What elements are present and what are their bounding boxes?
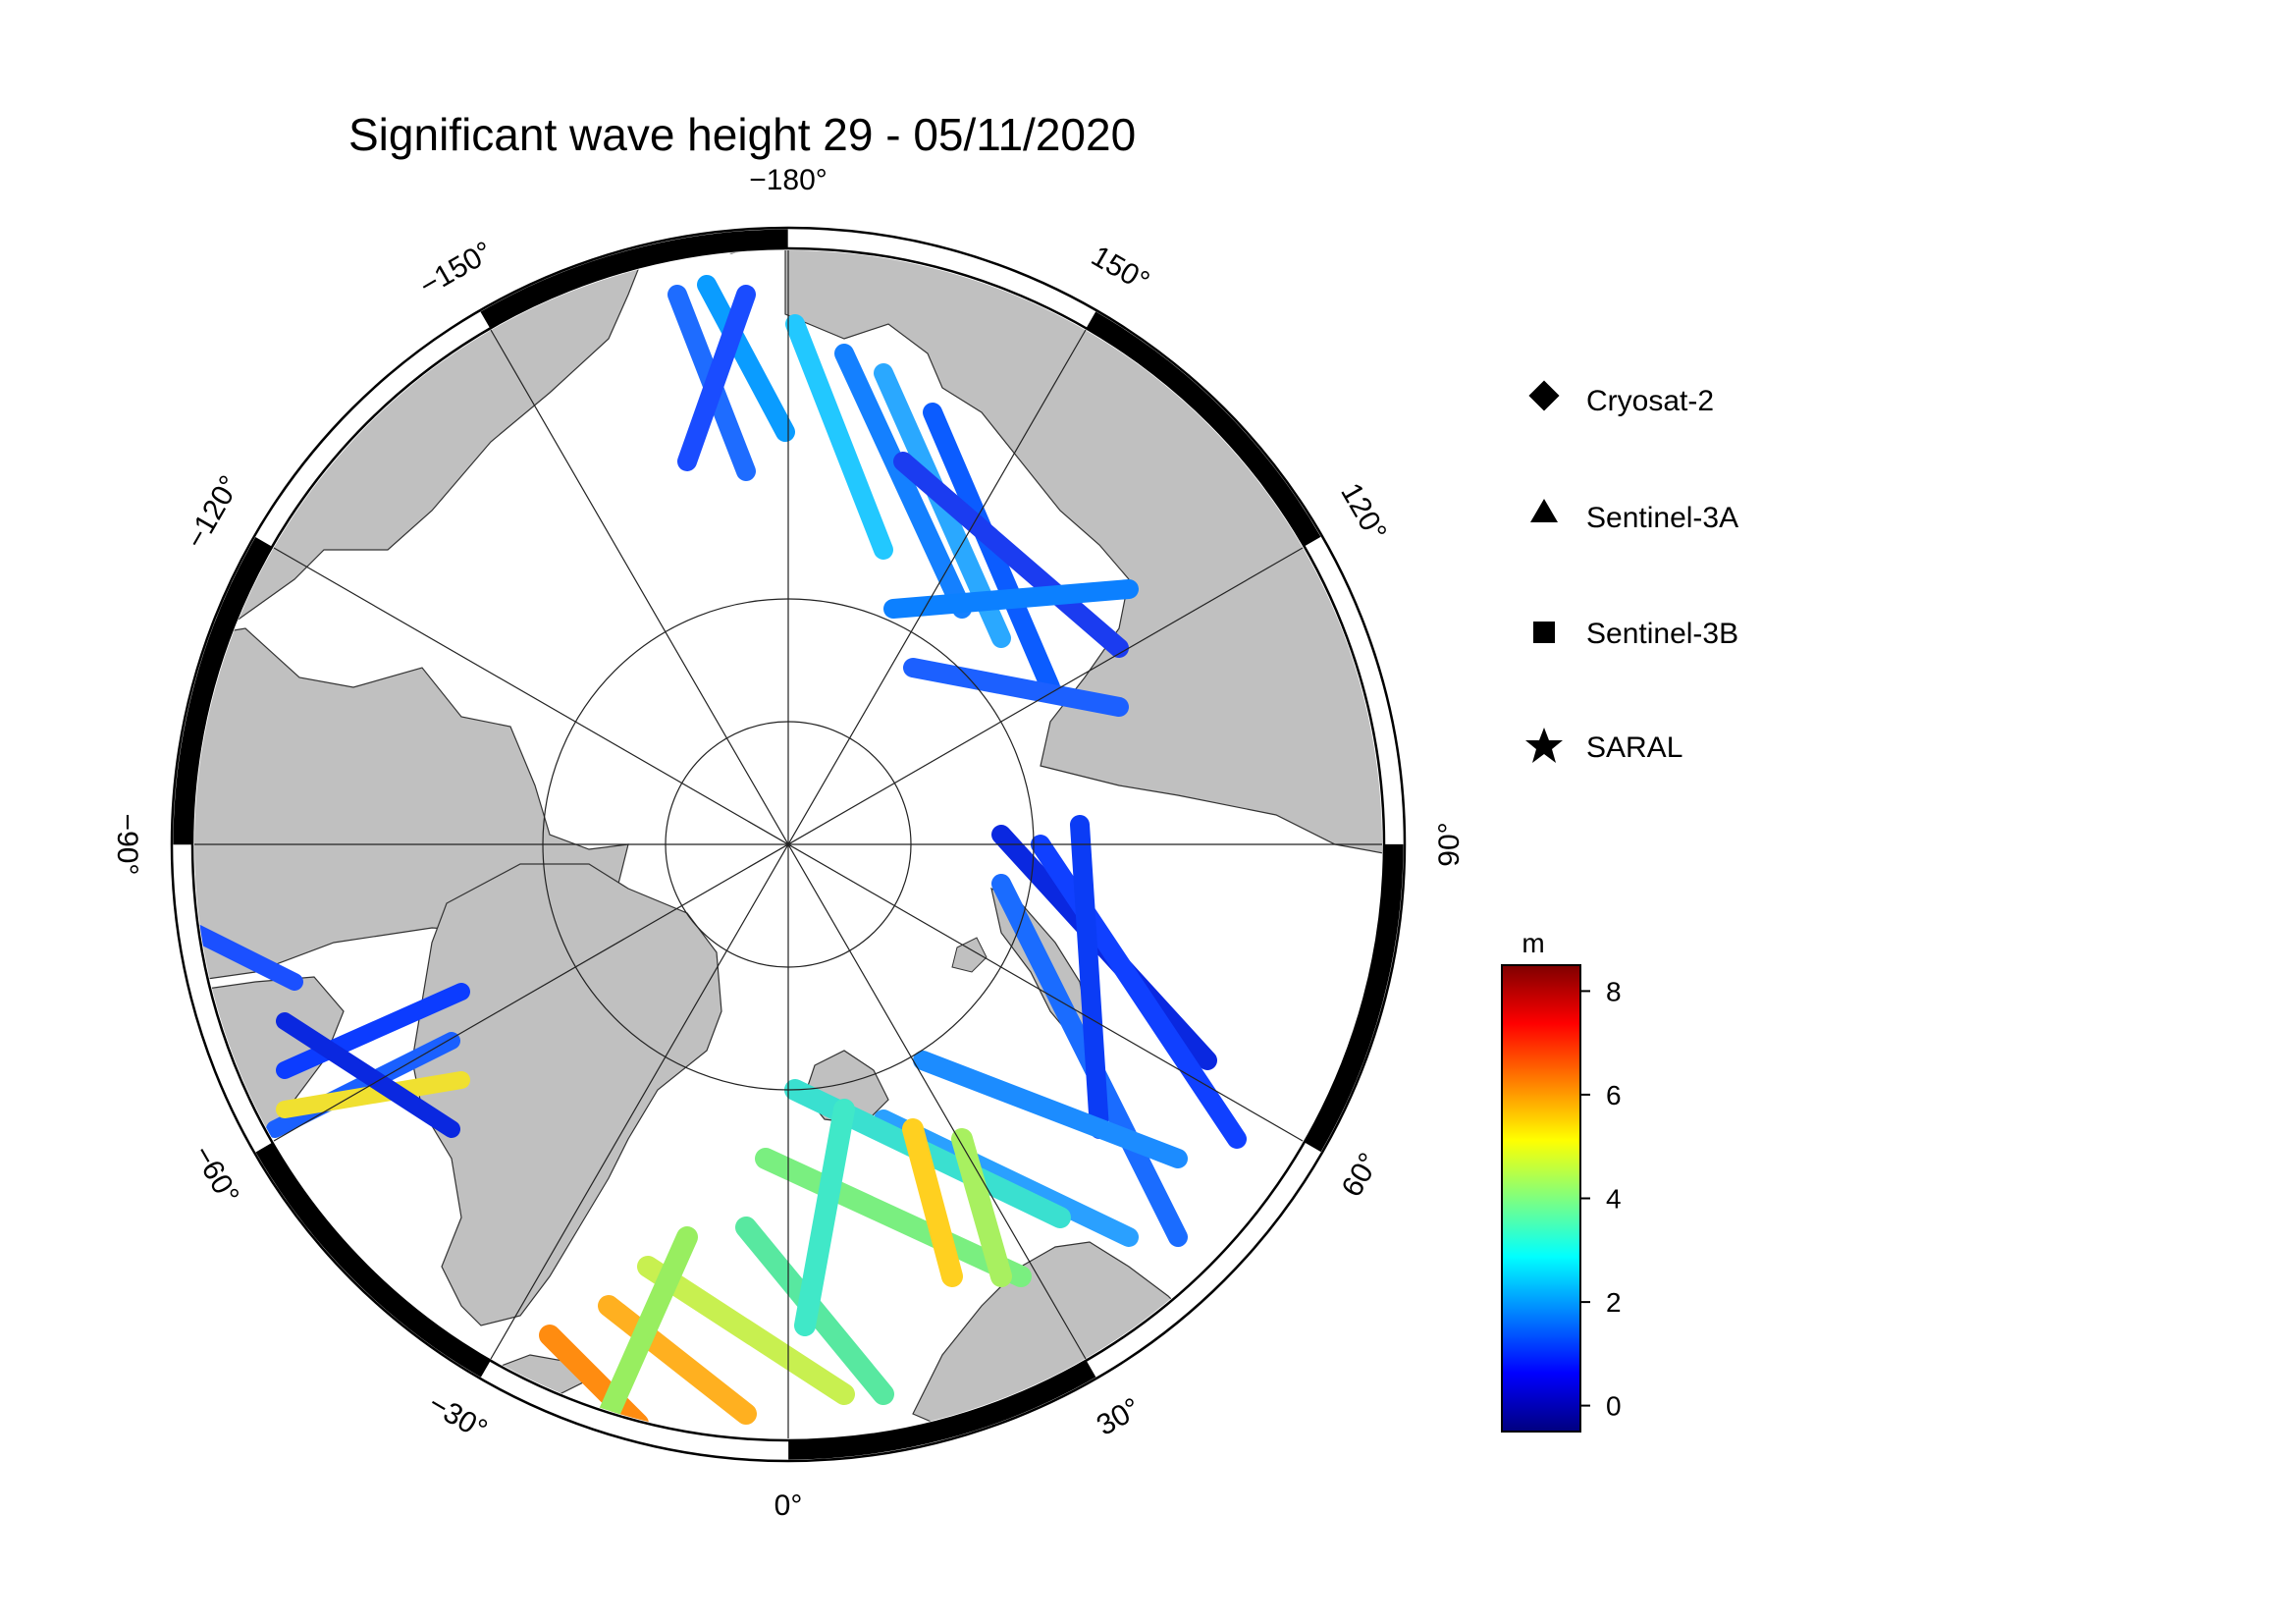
longitude-label: 120° — [1334, 478, 1393, 547]
longitude-label: 150° — [1086, 240, 1154, 298]
frame-checker-band — [173, 229, 1404, 1460]
land-franz-josef — [951, 937, 988, 973]
colorbar-ticks: 0 2 4 6 8 — [1580, 976, 1622, 1422]
legend-label-sentinel-3a: Sentinel-3A — [1586, 502, 1738, 534]
colorbar: m 0 2 4 6 8 — [1501, 928, 1622, 1433]
meridian-m60-m120 — [273, 547, 1304, 1142]
graticule — [194, 250, 1382, 1438]
map-frame — [170, 226, 1407, 1463]
saral-star-icon — [1525, 728, 1563, 763]
longitude-label: −90° — [111, 814, 143, 876]
map-title: Significant wave height 29 - 05/11/2020 — [348, 109, 1137, 160]
sentinel-3a-triangle-icon — [1530, 499, 1558, 522]
legend-label-cryosat-2: Cryosat-2 — [1586, 385, 1714, 417]
tracks-norwegian-greenland-sea — [539, 1079, 1071, 1434]
colorbar-tick-label: 4 — [1606, 1184, 1622, 1215]
longitude-label: 90° — [1433, 822, 1466, 866]
longitude-label: 30° — [1092, 1392, 1147, 1442]
sentinel-3b-square-icon — [1533, 622, 1555, 643]
colorbar-tick-label: 2 — [1606, 1287, 1622, 1318]
satellite-legend: Cryosat-2 Sentinel-3A Sentinel-3B SARAL — [1525, 380, 1738, 764]
longitude-label: −180° — [749, 164, 828, 196]
longitude-label: −30° — [423, 1387, 493, 1446]
polar-map: −180° 150° 120° 90° 60° 30° 0° −30° −60° −90° −120… — [111, 164, 1466, 1522]
longitude-label: 0° — [774, 1489, 803, 1522]
colorbar-tick-label: 0 — [1606, 1391, 1622, 1422]
colorbar-gradient — [1501, 964, 1581, 1433]
longitude-label: 60° — [1336, 1148, 1386, 1203]
legend-label-sentinel-3b: Sentinel-3B — [1586, 618, 1738, 650]
colorbar-tick-label: 6 — [1606, 1080, 1622, 1110]
colorbar-unit: m — [1522, 928, 1544, 958]
altimeter-tracks — [194, 275, 1247, 1434]
longitude-label: −60° — [187, 1140, 245, 1210]
tracks-east-siberian — [667, 275, 1139, 717]
legend-label-saral: SARAL — [1586, 731, 1682, 764]
longitude-label: −120° — [180, 470, 246, 554]
longitude-label: −150° — [414, 236, 498, 302]
colorbar-tick-label: 8 — [1606, 976, 1622, 1006]
cryosat-2-diamond-icon — [1528, 380, 1560, 411]
